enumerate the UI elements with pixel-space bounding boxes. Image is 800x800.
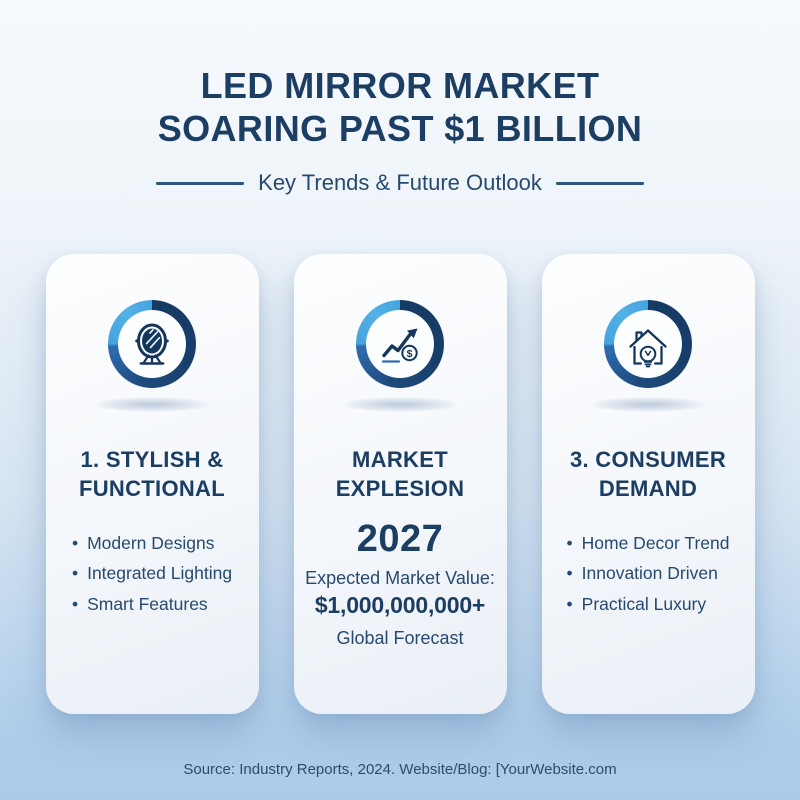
list-item: Practical Luxury: [567, 593, 730, 617]
icon-badge: [604, 300, 692, 389]
list-item: Modern Designs: [72, 532, 232, 556]
icon-drop-shadow: [589, 397, 707, 413]
icon-ring: $: [356, 300, 444, 389]
list-item: Integrated Lighting: [72, 562, 232, 586]
header: LED MIRROR MARKET SOARING PAST $1 BILLIO…: [0, 0, 800, 196]
growth-chart-dollar-icon: $: [381, 328, 418, 363]
subtitle-text: Key Trends & Future Outlook: [258, 170, 542, 196]
title-line-1: LED MIRROR MARKET: [200, 65, 600, 106]
feature-list: Modern Designs Integrated Lighting Smart…: [72, 532, 232, 617]
market-value-label: Expected Market Value:: [305, 567, 495, 588]
footer: Source: Industry Reports, 2024. Website/…: [0, 761, 800, 800]
list-item: Smart Features: [72, 593, 232, 617]
source-attribution: Source: Industry Reports, 2024. Website/…: [183, 761, 617, 778]
card-title: 3. CONSUMER DEMAND: [569, 447, 727, 501]
card-consumer-demand: 3. CONSUMER DEMAND Home Decor Trend Inno…: [541, 254, 755, 715]
list-item: Innovation Driven: [567, 562, 730, 586]
icon-badge: [108, 300, 196, 389]
title-line-2: SOARING PAST $1 BILLION: [157, 108, 643, 150]
icon-badge: $: [356, 300, 444, 389]
icon-ring: [108, 300, 196, 389]
list-item: Home Decor Trend: [567, 532, 730, 556]
mirror-icon: [135, 323, 169, 366]
dollar-glyph: $: [407, 348, 413, 360]
market-value-caption: Global Forecast: [336, 627, 464, 648]
card-title: MARKET EXPLESION: [335, 447, 465, 501]
cards-row: 1. STYLISH & FUNCTIONAL Modern Designs I…: [0, 254, 800, 715]
forecast-year: 2027: [356, 517, 444, 560]
icon-drop-shadow: [93, 397, 211, 413]
feature-list: Home Decor Trend Innovation Driven Pract…: [567, 532, 730, 617]
subtitle: Key Trends & Future Outlook: [0, 170, 800, 196]
subtitle-left-rule: [156, 181, 245, 185]
page-title: LED MIRROR MARKET SOARING PAST $1 BILLIO…: [0, 64, 800, 150]
card-market-explosion: $ MARKET EXPLESION 2027 Expected Market …: [293, 254, 507, 715]
card-title: 1. STYLISH & FUNCTIONAL: [79, 447, 225, 501]
smart-home-bulb-icon: [629, 329, 667, 368]
card-stylish-functional: 1. STYLISH & FUNCTIONAL Modern Designs I…: [45, 254, 259, 715]
subtitle-right-rule: [555, 181, 644, 185]
market-value: $1,000,000,000+: [314, 591, 486, 618]
icon-ring: [604, 300, 692, 389]
icon-drop-shadow: [341, 397, 459, 413]
